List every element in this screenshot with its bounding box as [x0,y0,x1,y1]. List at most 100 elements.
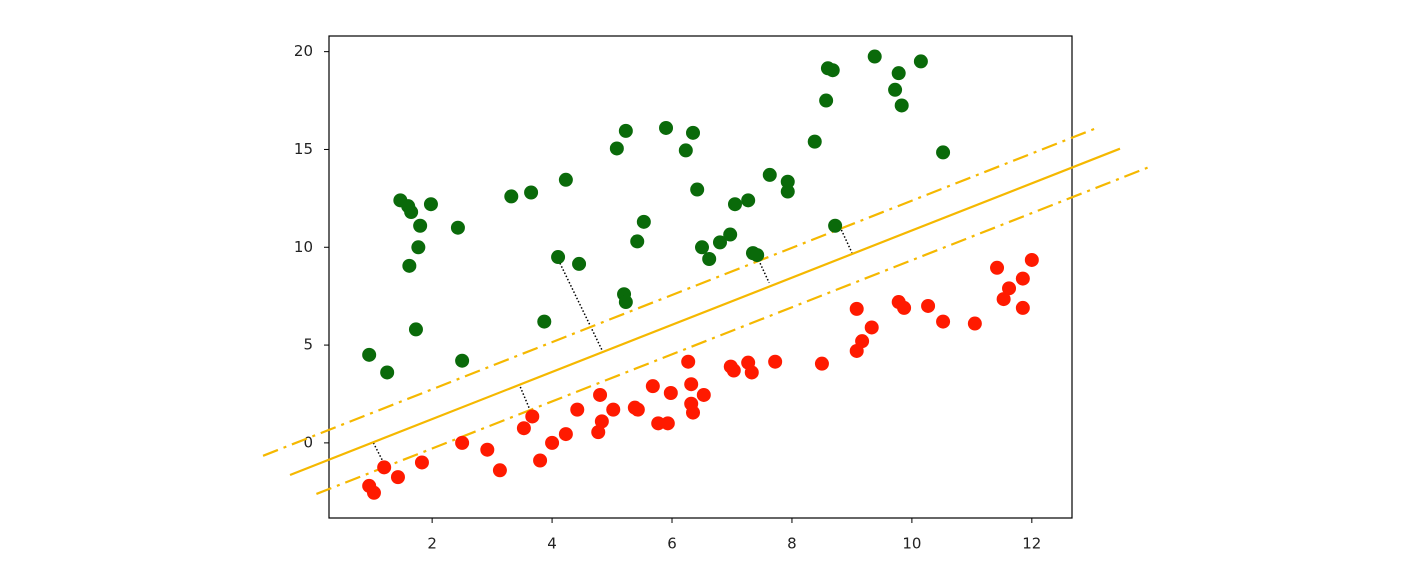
point [1024,252,1039,267]
x-tick-label: 2 [427,535,437,553]
point [413,218,428,233]
point [768,354,783,369]
y-tick-label: 5 [303,336,313,354]
point [645,379,660,394]
point [455,353,470,368]
point [867,49,882,64]
point [414,455,429,470]
point [366,485,381,500]
point [864,320,879,335]
point [455,435,470,450]
point [492,463,507,478]
point [572,256,587,271]
point [921,298,936,313]
plot-area [328,35,1073,519]
point [936,314,951,329]
x-tick-label: 10 [902,535,921,553]
point [545,435,560,450]
point [888,82,903,97]
point [723,227,738,242]
point [855,334,870,349]
point [651,416,666,431]
point [591,425,606,440]
point [594,414,609,429]
point [558,172,573,187]
point [807,134,822,149]
point [618,123,633,138]
point [712,235,727,250]
point [702,252,717,267]
point [551,250,566,265]
y-tick-label: 15 [294,140,313,158]
point [380,365,395,380]
y-tick-label: 10 [294,238,313,256]
x-tick-label: 4 [547,535,557,553]
point [694,240,709,255]
x-tick-label: 12 [1022,535,1041,553]
point [525,409,540,424]
point [480,442,495,457]
point [849,301,864,316]
point [990,260,1005,275]
point [504,189,519,204]
y-tick-label: 20 [294,42,313,60]
point [684,377,699,392]
point [814,356,829,371]
point [681,354,696,369]
point [630,234,645,249]
x-tick-label: 8 [787,535,797,553]
point [390,470,405,485]
point [819,93,834,108]
point [618,295,633,310]
point [659,120,674,135]
point [1015,300,1030,315]
point [524,185,539,200]
point [726,363,741,378]
point [558,427,573,442]
point [636,214,651,229]
point [996,292,1011,307]
point [537,314,552,329]
boundary-line [289,147,1121,476]
y-tick-label: 0 [303,433,313,451]
point [936,145,951,160]
point [891,66,906,81]
support-segment [519,386,531,411]
x-tick-label: 6 [667,535,677,553]
point [1015,271,1030,286]
point [696,387,711,402]
point [533,453,548,468]
point [404,205,419,220]
point [609,141,624,156]
point [1002,281,1017,296]
point [630,402,645,417]
point [450,220,465,235]
point [913,54,928,69]
point [593,387,608,402]
point [362,347,377,362]
point [686,405,701,420]
point [606,402,621,417]
support-segment [839,226,853,254]
point [690,182,705,197]
boundary-line [316,166,1148,495]
point [780,184,795,199]
support-segment [372,442,385,465]
point [744,365,759,380]
point [402,258,417,273]
point [780,174,795,189]
point [423,197,438,212]
point [663,386,678,401]
point [828,218,843,233]
point [825,63,840,78]
point [408,322,423,337]
point [897,300,912,315]
point [377,460,392,475]
point [660,416,675,431]
point [516,421,531,436]
point [762,167,777,182]
point [411,240,426,255]
point [741,193,756,208]
